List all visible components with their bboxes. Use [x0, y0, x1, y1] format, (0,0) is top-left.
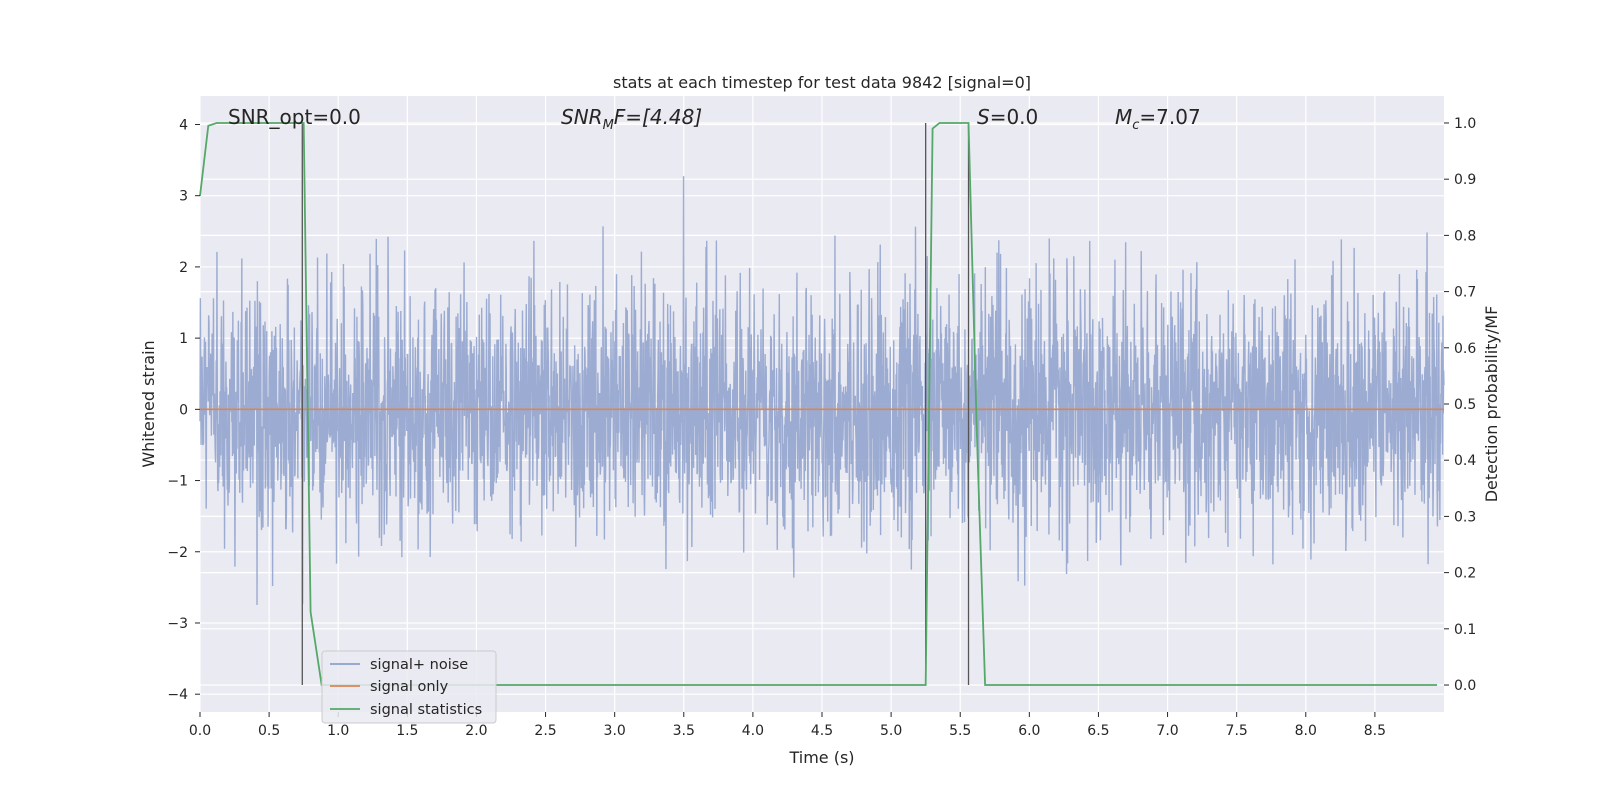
series-signal-noise	[199, 176, 1445, 606]
y2-tick-label: 0.9	[1454, 172, 1476, 188]
y2-tick-label: 0.5	[1454, 397, 1476, 413]
annotation-snr-mf-sub: M	[603, 118, 614, 133]
x-tick-label: 8.0	[1295, 723, 1317, 739]
y2-tick-label: 0.8	[1454, 228, 1476, 244]
y2-tick-labels: 1.0 0.9 0.8 0.7 0.6 0.5 0.4 0.3 0.2 0.1 0.0	[1444, 116, 1476, 694]
x-tick-label: 0.0	[189, 723, 211, 739]
signal-statistics-line	[199, 122, 1438, 686]
x-tick-label: 1.0	[327, 723, 349, 739]
x-axis-label: Time (s)	[788, 748, 854, 767]
vertical-markers	[301, 122, 970, 686]
y2-tick-label: 0.6	[1454, 341, 1476, 357]
y2-tick-label: 0.0	[1454, 678, 1476, 694]
y-tick-label: 4	[179, 117, 188, 133]
annotation-snr-mf-main: SNR	[561, 105, 603, 129]
annotation-snr-opt: SNR_opt=0.0	[228, 105, 361, 129]
y-axis-label: Whitened strain	[139, 340, 158, 467]
y2-tick-label: 1.0	[1454, 116, 1476, 132]
y2-tick-label: 0.7	[1454, 285, 1476, 301]
annotation-mc: Mc=7.07	[1115, 105, 1201, 133]
legend: signal+ noise signal only signal statist…	[321, 650, 497, 724]
legend-box	[321, 650, 497, 724]
x-tick-label: 7.5	[1226, 723, 1248, 739]
y2-tick-label: 0.1	[1454, 622, 1476, 638]
annotation-s-rest: =0.0	[990, 105, 1039, 129]
y-tick-label: 0	[179, 402, 188, 418]
y-tick-label: 1	[179, 331, 188, 347]
y-tick-label: −2	[167, 545, 188, 561]
x-tick-labels: 0.0 0.5 1.0 1.5 2.0 2.5 3.0 3.5 4.0 4.5 5.0 5.5 6.0 6…	[189, 712, 1386, 739]
y-tick-label: −4	[167, 687, 188, 703]
x-tick-label: 6.5	[1087, 723, 1109, 739]
x-tick-label: 4.0	[742, 723, 764, 739]
x-tick-label: 8.5	[1364, 723, 1386, 739]
chart-title: stats at each timestep for test data 984…	[613, 73, 1031, 92]
legend-label-signal-only: signal only	[370, 679, 449, 695]
x-tick-label: 7.0	[1156, 723, 1178, 739]
y-tick-label: 2	[179, 260, 188, 276]
y2-tick-label: 0.2	[1454, 566, 1476, 582]
y-tick-labels: 4 3 2 1 0 −1 −2 −3 −4	[167, 117, 200, 703]
annotation-mc-main: M	[1115, 105, 1132, 129]
x-tick-label: 3.5	[673, 723, 695, 739]
series-signal-statistics	[199, 122, 1438, 686]
annotation-mc-sub: c	[1132, 118, 1139, 133]
legend-label-signal-noise: signal+ noise	[370, 657, 468, 673]
signal-noise-line	[199, 176, 1445, 606]
annotation-s-main: S	[977, 105, 990, 129]
y-tick-label: 3	[179, 189, 188, 205]
x-tick-label: 6.0	[1018, 723, 1040, 739]
annotation-s: S=0.0	[977, 105, 1038, 129]
annotation-snr-mf: SNRMF=[4.48]	[561, 105, 702, 133]
x-tick-label: 0.5	[258, 723, 280, 739]
x-tick-label: 2.5	[534, 723, 556, 739]
y2-tick-label: 0.4	[1454, 453, 1476, 469]
annotation-mc-rest: =7.07	[1139, 105, 1200, 129]
x-tick-label: 3.0	[604, 723, 626, 739]
x-tick-label: 5.0	[880, 723, 902, 739]
y2-axis-label: Detection probability/MF	[1482, 306, 1501, 503]
x-tick-label: 1.5	[396, 723, 418, 739]
y-tick-label: −3	[167, 616, 188, 632]
x-tick-label: 5.5	[949, 723, 971, 739]
legend-label-signal-statistics: signal statistics	[370, 702, 482, 718]
y-tick-label: −1	[167, 474, 188, 490]
x-tick-label: 2.0	[465, 723, 487, 739]
x-tick-label: 4.5	[811, 723, 833, 739]
annotation-snr-mf-rest: F=[4.48]	[614, 105, 702, 129]
y2-tick-label: 0.3	[1454, 509, 1476, 525]
